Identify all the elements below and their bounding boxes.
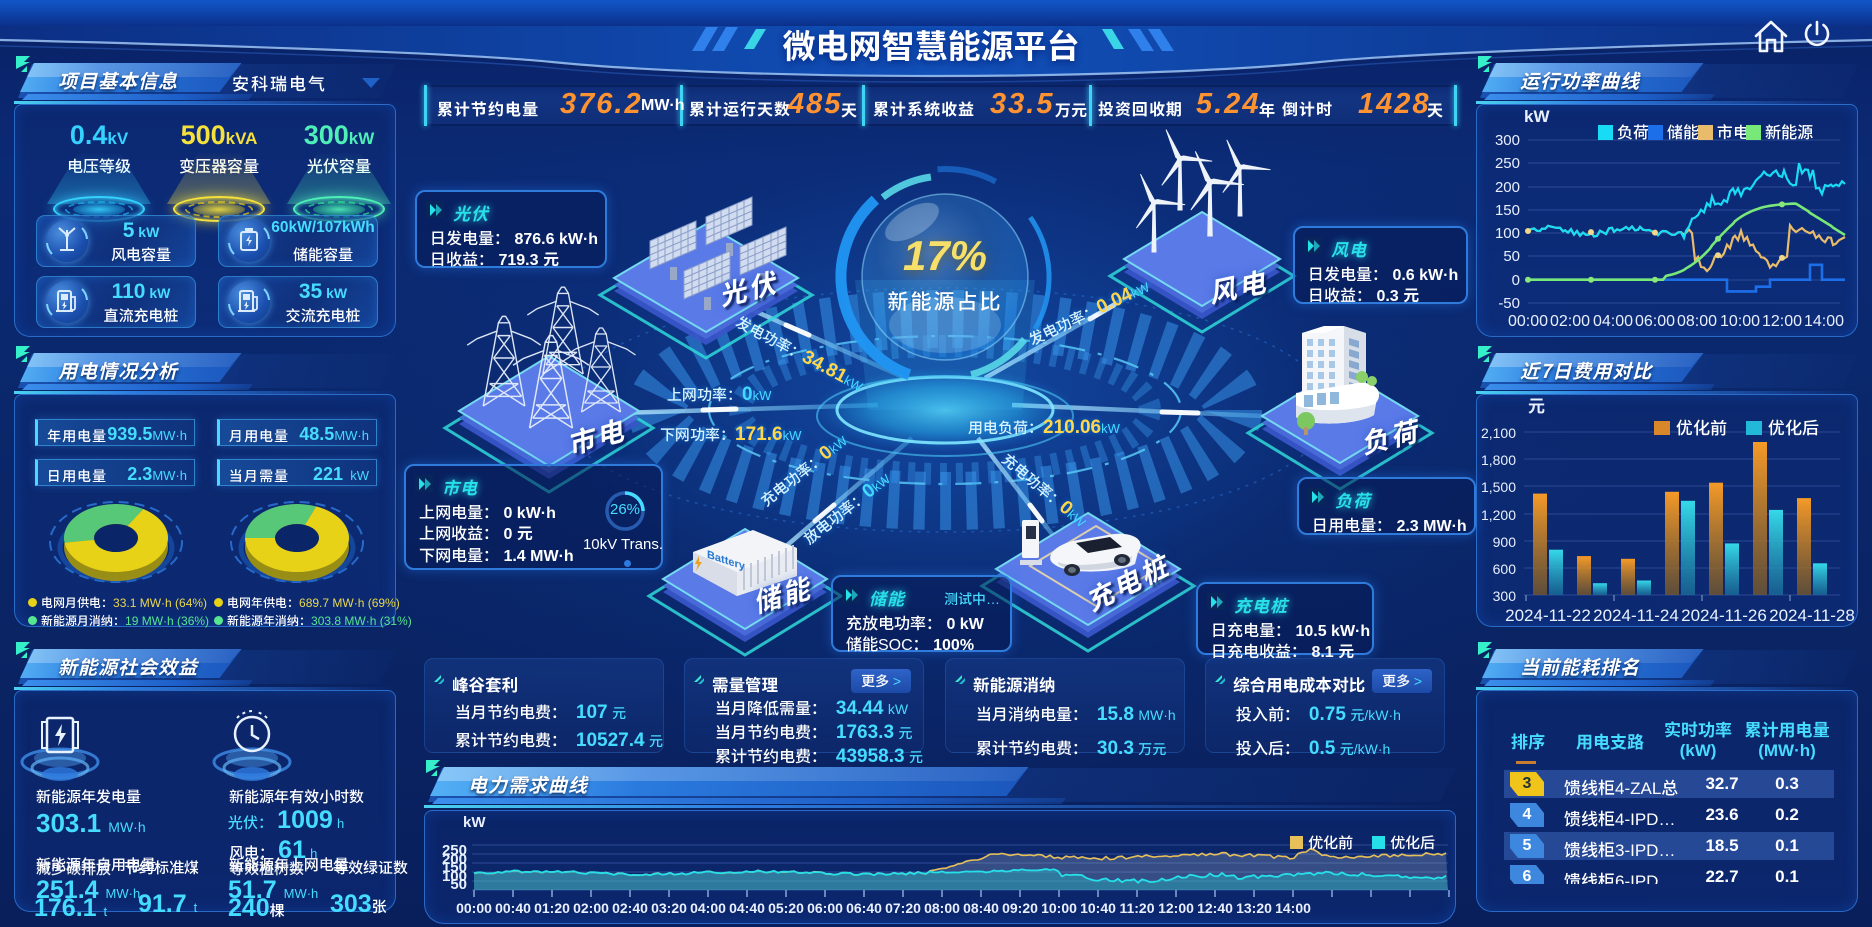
svg-text:优化前: 优化前 [1676,419,1727,438]
svg-text:负荷: 负荷 [1617,124,1649,142]
svg-text:04:00: 04:00 [690,900,726,916]
svg-text:14:00: 14:00 [1275,900,1311,916]
svg-text:06:00: 06:00 [807,900,843,916]
svg-text:2,100: 2,100 [1481,425,1516,441]
svg-text:04:40: 04:40 [729,900,765,916]
svg-text:08:40: 08:40 [963,900,999,916]
svg-text:200: 200 [1495,179,1520,196]
svg-text:2024-11-28: 2024-11-28 [1769,606,1855,625]
svg-text:02:00: 02:00 [1550,313,1590,330]
svg-text:新能源: 新能源 [1765,123,1813,142]
svg-text:1,200: 1,200 [1481,507,1516,523]
svg-text:kW: kW [463,814,486,831]
svg-text:kW: kW [1524,107,1550,126]
svg-text:09:20: 09:20 [1002,900,1038,916]
svg-text:02:00: 02:00 [573,900,609,916]
svg-text:-50: -50 [1498,295,1520,312]
svg-text:14:00: 14:00 [1804,313,1844,330]
svg-text:04:00: 04:00 [1593,313,1633,330]
svg-text:0: 0 [1512,272,1520,289]
svg-text:150: 150 [442,859,467,876]
svg-text:08:00: 08:00 [1677,313,1717,330]
svg-text:2024-11-26: 2024-11-26 [1681,606,1767,625]
svg-text:150: 150 [1495,202,1520,219]
svg-text:100: 100 [1495,225,1520,242]
svg-text:市电: 市电 [1717,123,1749,142]
svg-text:300: 300 [1493,588,1517,604]
svg-text:储能: 储能 [1667,123,1699,142]
svg-text:100: 100 [442,868,467,885]
svg-text:200: 200 [442,851,467,868]
svg-text:元: 元 [1528,397,1545,416]
svg-text:1,800: 1,800 [1481,452,1516,468]
svg-text:11:20: 11:20 [1119,900,1154,916]
svg-text:12:40: 12:40 [1197,900,1233,916]
svg-text:10:40: 10:40 [1080,900,1116,916]
svg-text:10:00: 10:00 [1041,900,1077,916]
svg-text:2024-11-22: 2024-11-22 [1505,606,1591,625]
svg-text:900: 900 [1493,534,1517,550]
svg-text:06:00: 06:00 [1635,313,1675,330]
svg-text:13:20: 13:20 [1236,900,1272,916]
svg-text:05:20: 05:20 [768,900,804,916]
svg-text:优化后: 优化后 [1768,419,1819,438]
svg-text:00:00: 00:00 [456,900,492,916]
svg-text:00:40: 00:40 [495,900,531,916]
svg-text:10:00: 10:00 [1720,313,1760,330]
svg-text:08:00: 08:00 [924,900,960,916]
svg-text:03:20: 03:20 [651,900,687,916]
svg-text:1,500: 1,500 [1481,479,1516,495]
svg-text:12:00: 12:00 [1158,900,1194,916]
svg-text:07:20: 07:20 [885,900,921,916]
svg-text:优化前: 优化前 [1308,834,1353,852]
svg-text:06:40: 06:40 [846,900,882,916]
svg-text:250: 250 [442,842,467,859]
svg-text:02:40: 02:40 [612,900,648,916]
svg-text:2024-11-24: 2024-11-24 [1593,606,1679,625]
svg-text:00:00: 00:00 [1508,313,1548,330]
svg-text:12:00: 12:00 [1762,313,1802,330]
svg-text:600: 600 [1493,561,1517,577]
svg-text:优化后: 优化后 [1390,834,1435,852]
svg-text:250: 250 [1495,155,1520,172]
svg-text:50: 50 [450,876,467,893]
svg-text:50: 50 [1503,248,1520,265]
svg-text:300: 300 [1495,132,1520,149]
svg-text:01:20: 01:20 [534,900,570,916]
